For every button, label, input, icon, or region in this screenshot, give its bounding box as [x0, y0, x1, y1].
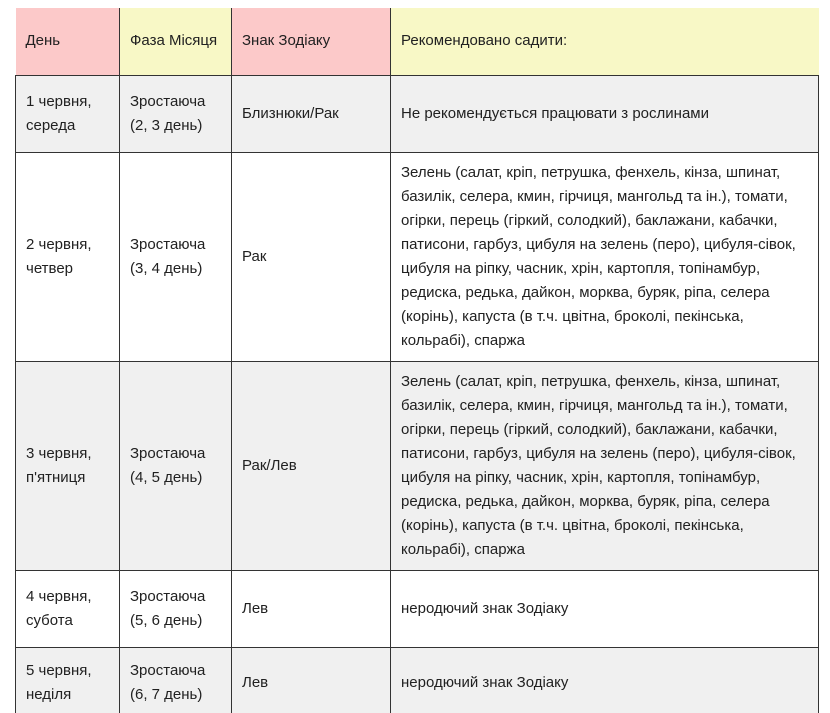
moon-phase-cell: Зростаюча (4, 5 день) — [119, 360, 232, 571]
recommendation-cell: Зелень (салат, кріп, петрушка, фенхель, … — [390, 151, 819, 362]
table-row: 2 червня, четвер Зростаюча (3, 4 день) Р… — [15, 151, 819, 362]
moon-phase-cell: Зростаюча (2, 3 день) — [119, 74, 232, 153]
day-cell: 2 червня, четвер — [15, 151, 120, 362]
planting-calendar-table: День Фаза Місяця Знак Зодіаку Рекомендов… — [15, 8, 819, 713]
recommendation-cell: Зелень (салат, кріп, петрушка, фенхель, … — [390, 360, 819, 571]
table-row: 1 червня, середа Зростаюча (2, 3 день) Б… — [15, 74, 819, 153]
zodiac-cell: Рак — [231, 151, 391, 362]
table-row: 4 червня, субота Зростаюча (5, 6 день) Л… — [15, 569, 819, 648]
day-cell: 3 червня, п'ятниця — [15, 360, 120, 571]
zodiac-cell: Близнюки/Рак — [231, 74, 391, 153]
day-cell: 4 червня, субота — [15, 569, 120, 648]
planting-calendar: День Фаза Місяця Знак Зодіаку Рекомендов… — [15, 8, 819, 713]
zodiac-cell: Лев — [231, 646, 391, 713]
recommendation-cell: Не рекомендується працювати з рослинами — [390, 74, 819, 153]
day-cell: 1 червня, середа — [15, 74, 120, 153]
header-row: День Фаза Місяця Знак Зодіаку Рекомендов… — [15, 8, 819, 76]
column-header-zodiac: Знак Зодіаку — [231, 8, 391, 76]
moon-phase-cell: Зростаюча (6, 7 день) — [119, 646, 232, 713]
table-row: 3 червня, п'ятниця Зростаюча (4, 5 день)… — [15, 360, 819, 571]
day-cell: 5 червня, неділя — [15, 646, 120, 713]
zodiac-cell: Рак/Лев — [231, 360, 391, 571]
moon-phase-cell: Зростаюча (5, 6 день) — [119, 569, 232, 648]
column-header-recommendation: Рекомендовано садити: — [390, 8, 819, 76]
zodiac-cell: Лев — [231, 569, 391, 648]
column-header-day: День — [15, 8, 120, 76]
recommendation-cell: неродючий знак Зодіаку — [390, 646, 819, 713]
column-header-moon-phase: Фаза Місяця — [119, 8, 232, 76]
recommendation-cell: неродючий знак Зодіаку — [390, 569, 819, 648]
page: { "colors": { "header_pink": "#fcc9c9", … — [0, 8, 830, 713]
table-row: 5 червня, неділя Зростаюча (6, 7 день) Л… — [15, 646, 819, 713]
moon-phase-cell: Зростаюча (3, 4 день) — [119, 151, 232, 362]
